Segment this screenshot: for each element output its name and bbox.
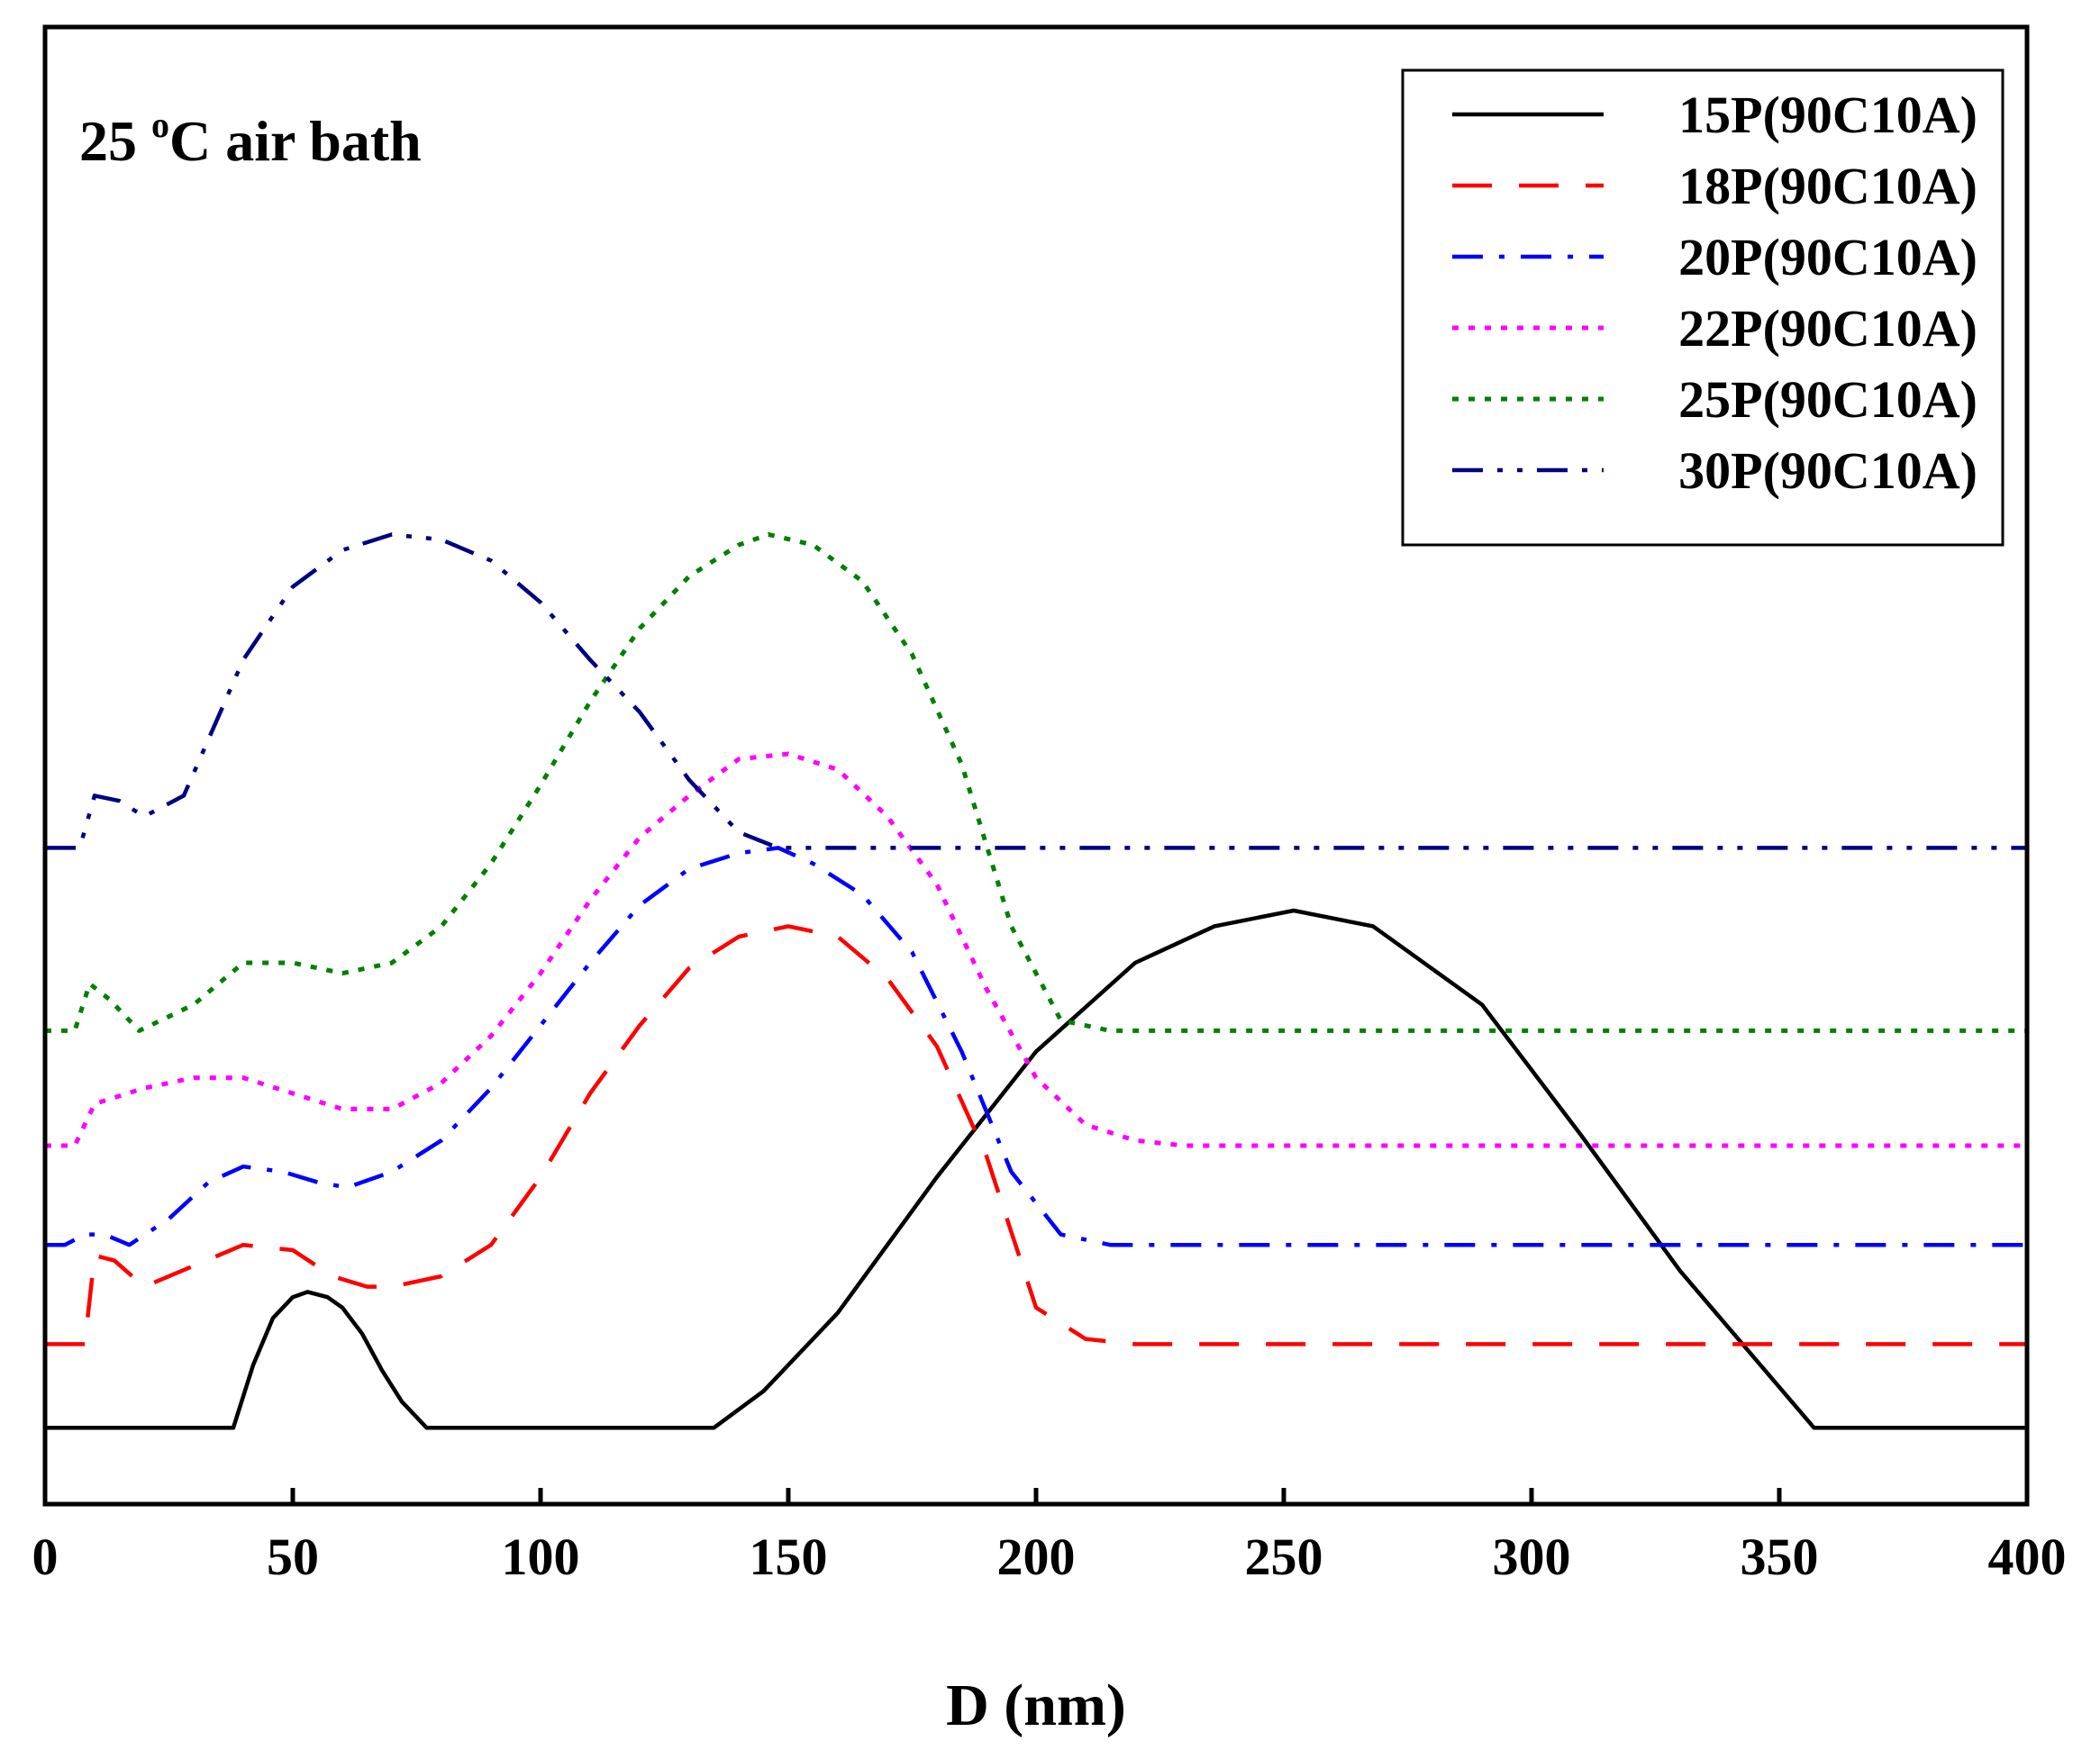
annotation-superscript: o xyxy=(151,104,169,145)
x-tick-label: 350 xyxy=(1741,1528,1819,1586)
x-tick-label: 250 xyxy=(1245,1528,1323,1586)
annotation-suffix: C air bath xyxy=(169,109,422,173)
series-line-30p-90c10a xyxy=(45,532,2027,850)
legend-label-20p-90c10a: 20P(90C10A) xyxy=(1678,228,1977,286)
legend-label-18p-90c10a: 18P(90C10A) xyxy=(1678,157,1977,215)
series-layer xyxy=(45,531,2027,1430)
series-line-22p-90c10a xyxy=(45,751,2027,1148)
x-axis-ticks: 0 50 100 150 200 250 300 350 400 xyxy=(32,1488,2067,1586)
x-tick-label: 400 xyxy=(1988,1528,2067,1586)
x-tick-label: 50 xyxy=(267,1528,319,1586)
x-tick-label: 0 xyxy=(32,1528,59,1586)
series-line-20p-90c10a xyxy=(45,846,2027,1247)
x-axis-title: D (nm) xyxy=(946,1673,1126,1738)
annotation-prefix: 25 xyxy=(79,109,151,173)
legend-label-22p-90c10a: 22P(90C10A) xyxy=(1678,299,1977,358)
legend-label-15p-90c10a: 15P(90C10A) xyxy=(1678,86,1977,144)
series-line-18p-90c10a xyxy=(45,924,2027,1346)
x-tick-label: 300 xyxy=(1493,1528,1571,1586)
legend-label-25p-90c10a: 25P(90C10A) xyxy=(1678,370,1977,429)
legend-box xyxy=(1401,68,2005,547)
x-tick-label: 100 xyxy=(502,1528,580,1586)
legend-label-30p-90c10a: 30P(90C10A) xyxy=(1678,441,1977,500)
legend: 15P(90C10A) 18P(90C10A) 20P(90C10A) 22P(90C… xyxy=(1401,68,2005,547)
annotation-text: 25 oC air bath xyxy=(79,104,422,173)
series-line-25p-90c10a xyxy=(45,531,2027,1033)
series-line-15p-90c10a xyxy=(45,908,2027,1430)
x-tick-label: 150 xyxy=(750,1528,828,1586)
x-tick-label: 200 xyxy=(997,1528,1076,1586)
